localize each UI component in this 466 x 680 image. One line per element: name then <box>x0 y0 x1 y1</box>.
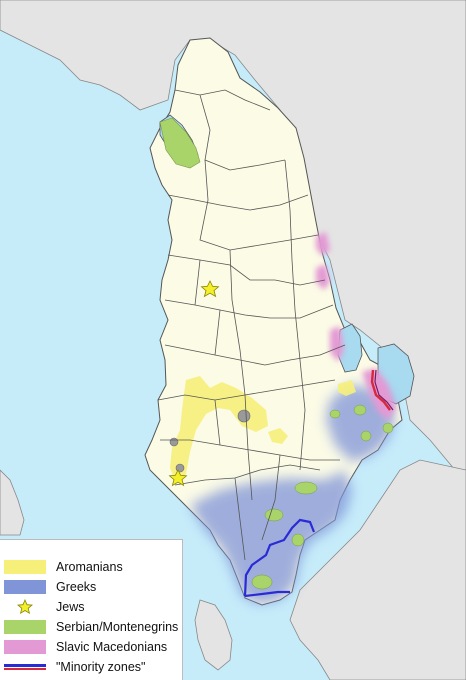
legend-item-serbian-montenegrins: Serbian/Montenegrins <box>4 618 178 636</box>
neighbor-land-west <box>0 469 25 536</box>
legend-item-greeks: Greeks <box>4 578 96 596</box>
legend-label: Aromanians <box>56 560 123 574</box>
legend-item-slavic-macedonians: Slavic Macedonians <box>4 638 167 656</box>
legend-label: Serbian/Montenegrins <box>56 620 179 634</box>
neighbor-land-corfu <box>194 599 233 671</box>
jews-marker-tirana <box>200 280 220 298</box>
aromanians-patch-northeast <box>338 380 356 396</box>
jews-marker-vlore <box>168 469 188 487</box>
serbian-montenegrins-area-north <box>159 117 201 169</box>
aromanians-patch-east <box>268 428 288 444</box>
neighbor-land-southeast <box>289 459 466 680</box>
slavic-macedonians-area-2 <box>316 264 330 290</box>
minority-zone-line-swatch <box>4 660 46 674</box>
neighbor-land-north <box>0 0 466 471</box>
serbian-montenegrins-swatch <box>4 620 46 634</box>
legend-item-aromanians: Aromanians <box>4 558 123 576</box>
aromanians-area <box>170 376 268 482</box>
greeks-area-south <box>190 470 352 604</box>
serbian-montenegrins-patches <box>251 404 394 590</box>
district-boundaries <box>157 89 346 561</box>
star-icon <box>168 469 188 487</box>
legend-label: "Minority zones" <box>56 660 146 674</box>
aromanians-swatch <box>4 560 46 574</box>
star-icon <box>4 599 46 615</box>
star-icon <box>200 280 220 298</box>
minority-zone-south <box>243 518 316 598</box>
legend-label: Greeks <box>56 580 97 594</box>
minority-zone-prespa <box>370 369 394 411</box>
legend-item-minority-zones: "Minority zones" <box>4 658 145 676</box>
greeks-swatch <box>4 580 46 594</box>
legend-label: Jews <box>56 600 85 614</box>
map-legend: Aromanians Greeks Jews Serbian/Montenegrins… <box>0 539 183 680</box>
slavic-macedonians-area-3 <box>330 326 344 362</box>
slavic-macedonians-swatch <box>4 640 46 654</box>
slavic-macedonians-area-1 <box>316 232 330 256</box>
legend-label: Slavic Macedonians <box>56 640 168 654</box>
legend-item-jews: Jews <box>4 598 84 616</box>
